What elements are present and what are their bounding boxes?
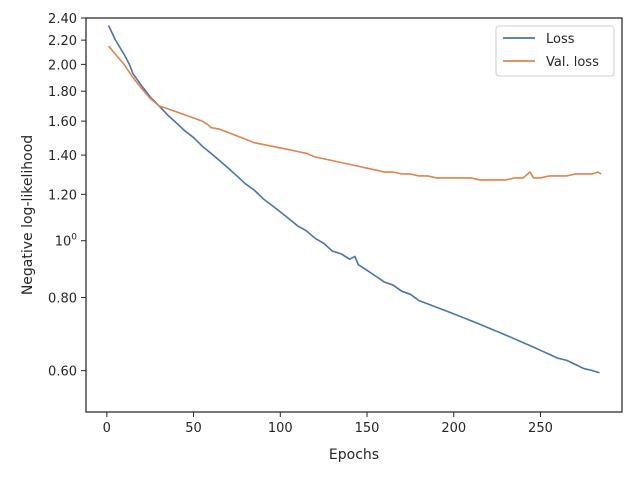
series-line-val-loss (107, 45, 602, 181)
x-axis-label: Epochs (329, 447, 379, 463)
legend-label-val-loss: Val. loss (546, 55, 599, 70)
series-layer (107, 25, 602, 374)
series-line-loss (107, 25, 600, 374)
y-tick-label: 0.60 (48, 365, 77, 380)
y-tick-label: 1.80 (48, 85, 77, 100)
y-tick-label: 0.80 (48, 291, 77, 306)
x-ticks: 0 50 100 150 200 250 (103, 412, 553, 436)
x-tick-label: 100 (268, 421, 293, 436)
x-tick-label: 200 (441, 421, 466, 436)
y-tick-label: 2.20 (48, 34, 77, 49)
x-tick-label: 250 (528, 421, 553, 436)
x-tick-label: 0 (103, 421, 111, 436)
legend: Loss Val. loss (495, 25, 615, 77)
x-tick-label: 50 (185, 421, 202, 436)
plot-frame (85, 17, 623, 413)
y-tick-label: 1.20 (48, 188, 77, 203)
legend-label-loss: Loss (546, 32, 575, 47)
x-tick-label: 150 (355, 421, 380, 436)
y-axis-label: Negative log-likelihood (20, 135, 36, 295)
y-tick-label: 2.40 (48, 12, 77, 27)
y-tick-label: 2.00 (48, 58, 77, 73)
y-tick-label: 1.60 (48, 115, 77, 130)
y-tick-label: 1.40 (48, 149, 77, 164)
